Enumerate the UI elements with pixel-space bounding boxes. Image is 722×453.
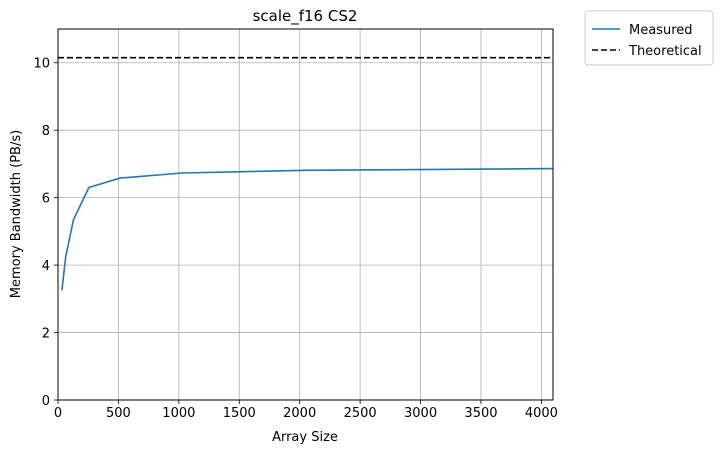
series-layer xyxy=(58,56,554,291)
x-tick-label: 0 xyxy=(54,406,62,421)
y-tick-label: 0 xyxy=(42,394,50,409)
plot-frame xyxy=(57,28,554,401)
axis-ticks: 0 500 1000 1500 2000 2500 3000 3500 4000 0 2 4 6 8 10 xyxy=(33,57,557,421)
y-axis-label: Memory Bandwidth (PB/s) xyxy=(9,130,24,298)
x-tick-label: 500 xyxy=(106,406,131,421)
legend: Measured Theoretical xyxy=(584,10,714,66)
chart-title: scale_f16 CS2 xyxy=(253,7,358,26)
x-tick-label: 1000 xyxy=(162,406,195,421)
x-tick-label: 2500 xyxy=(344,406,377,421)
y-tick-label: 4 xyxy=(42,259,50,274)
x-tick-label: 1500 xyxy=(223,406,256,421)
y-tick-label: 8 xyxy=(42,124,50,139)
y-tick-label: 2 xyxy=(42,327,50,342)
y-tick-label: 10 xyxy=(33,57,50,72)
legend-frame xyxy=(584,10,714,66)
y-tick-label: 6 xyxy=(42,192,50,207)
x-tick-label: 3000 xyxy=(404,406,437,421)
legend-label-theoretical: Theoretical xyxy=(628,44,702,59)
x-tick-label: 4000 xyxy=(525,406,558,421)
x-tick-label: 3500 xyxy=(464,406,497,421)
legend-label-measured: Measured xyxy=(629,23,693,38)
grid-lines xyxy=(57,29,553,401)
x-tick-label: 2000 xyxy=(283,406,316,421)
x-axis-label: Array Size xyxy=(272,430,338,445)
series-line-measured xyxy=(61,167,554,291)
